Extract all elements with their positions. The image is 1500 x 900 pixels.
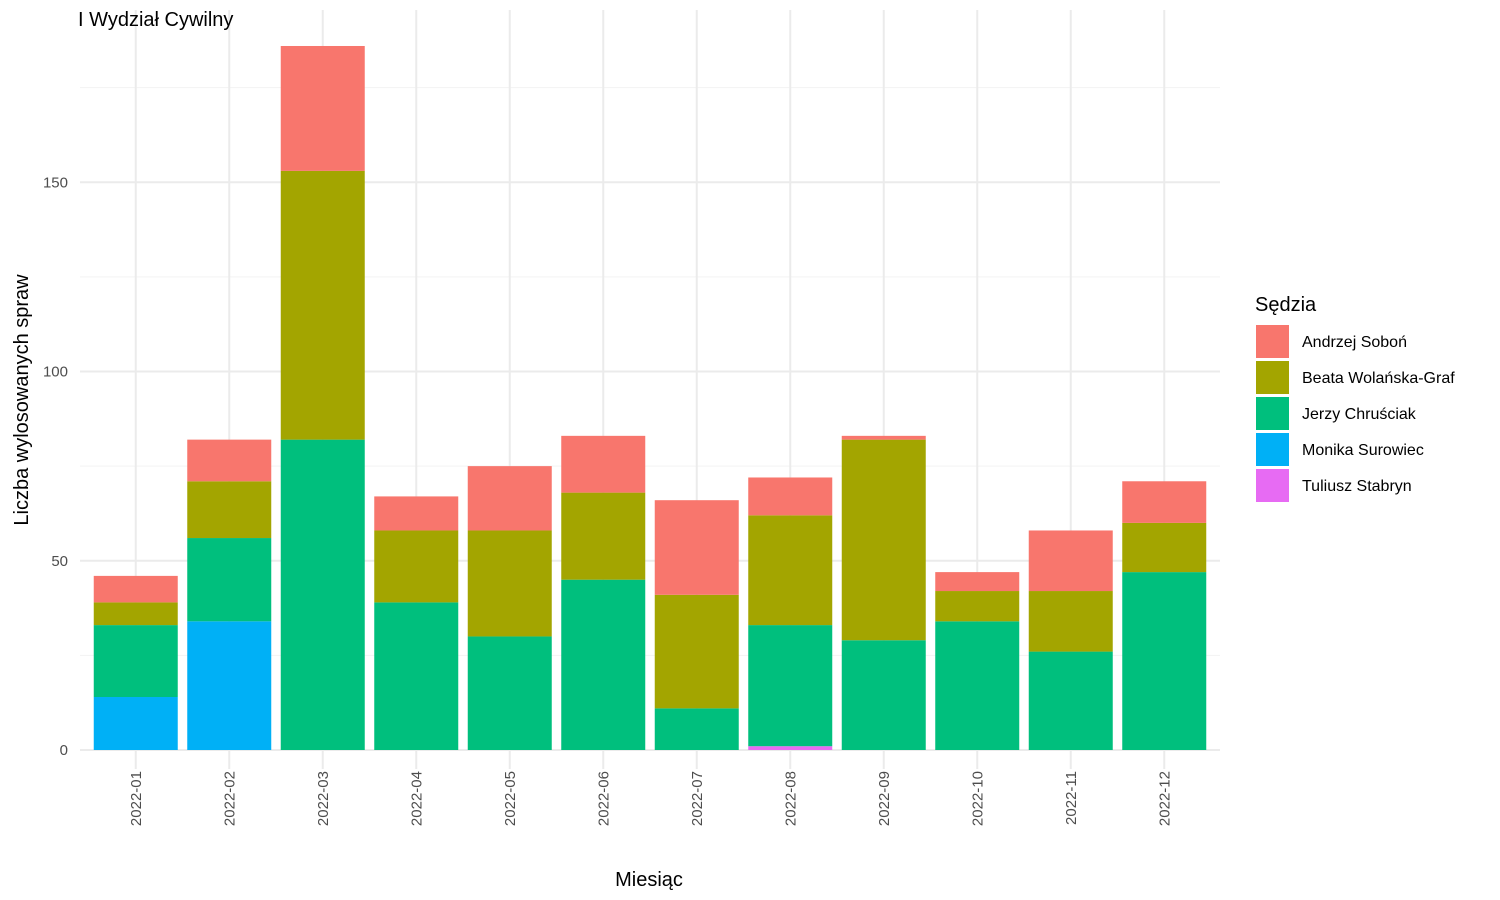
y-tick-label: 0 bbox=[60, 742, 68, 759]
bar-segment bbox=[187, 439, 272, 482]
bar-segment bbox=[561, 579, 646, 750]
bar-segment bbox=[280, 45, 365, 171]
legend-entry-label: Beata Wolańska-Graf bbox=[1302, 370, 1455, 387]
legend-swatch bbox=[1256, 433, 1289, 466]
bar-segment bbox=[654, 708, 739, 750]
x-tick-label: 2022-05 bbox=[502, 771, 519, 826]
bar-segment bbox=[935, 591, 1020, 622]
legend-entry-label: Andrzej Soboń bbox=[1302, 334, 1407, 351]
legend-swatch bbox=[1256, 325, 1289, 358]
bar-segment bbox=[374, 530, 459, 603]
x-axis-title: Miesiąc bbox=[615, 869, 683, 891]
bar-segment bbox=[93, 625, 178, 698]
bar-segment bbox=[654, 500, 739, 595]
bar-segment bbox=[748, 746, 833, 750]
bar-segment bbox=[93, 575, 178, 603]
bar-segment bbox=[93, 602, 178, 626]
x-axis-ticks: 2022-01 2022-02 2022-03 2022-04 2022-05 2022-… bbox=[128, 771, 1174, 826]
x-tick-label: 2022-08 bbox=[782, 771, 799, 826]
bar-segment bbox=[187, 621, 272, 750]
x-tick-label: 2022-01 bbox=[128, 771, 145, 826]
bar-segment bbox=[561, 492, 646, 580]
legend-entry-label: Monika Surowiec bbox=[1302, 442, 1424, 459]
bar-segment bbox=[841, 435, 926, 440]
legend-swatch bbox=[1256, 361, 1289, 394]
bar-segment bbox=[374, 602, 459, 750]
bar-segment bbox=[748, 515, 833, 626]
x-tick-label: 2022-06 bbox=[595, 771, 612, 826]
bar-segment bbox=[467, 636, 552, 750]
bar-segment bbox=[280, 439, 365, 750]
bar-segment bbox=[935, 621, 1020, 750]
bar-segment bbox=[280, 170, 365, 440]
chart-title: I Wydział Cywilny bbox=[78, 9, 233, 31]
bar-segment bbox=[1028, 651, 1113, 750]
y-tick-label: 50 bbox=[51, 553, 68, 570]
bar-segment bbox=[654, 594, 739, 709]
x-tick-label: 2022-03 bbox=[315, 771, 332, 826]
bar-segment bbox=[93, 697, 178, 750]
bar-segment bbox=[748, 477, 833, 516]
legend-title: Sędzia bbox=[1255, 294, 1317, 316]
bars bbox=[93, 45, 1207, 750]
y-axis-ticks: 0 50 100 150 bbox=[43, 174, 68, 759]
legend-swatch bbox=[1256, 469, 1289, 502]
x-tick-label: 2022-02 bbox=[221, 771, 238, 826]
bar-segment bbox=[841, 439, 926, 641]
x-tick-label: 2022-10 bbox=[969, 771, 986, 826]
bar-segment bbox=[748, 625, 833, 747]
bar-segment bbox=[1028, 530, 1113, 592]
legend-entry-label: Jerzy Chruściak bbox=[1302, 406, 1417, 423]
x-tick-label: 2022-11 bbox=[1063, 771, 1080, 825]
bar-segment bbox=[1122, 572, 1207, 750]
bar-segment bbox=[1028, 591, 1113, 652]
bar-segment bbox=[467, 530, 552, 637]
bar-segment bbox=[467, 466, 552, 531]
y-axis-title: Liczba wylosowanych spraw bbox=[11, 274, 33, 526]
legend-swatch bbox=[1256, 397, 1289, 430]
bar-segment bbox=[1122, 481, 1207, 523]
bar-segment bbox=[374, 496, 459, 531]
bar-segment bbox=[1122, 522, 1207, 573]
y-tick-label: 100 bbox=[43, 364, 68, 381]
y-tick-label: 150 bbox=[43, 174, 68, 191]
bar-segment bbox=[187, 481, 272, 539]
x-tick-label: 2022-09 bbox=[876, 771, 893, 826]
bar-segment bbox=[935, 572, 1020, 592]
x-tick-label: 2022-12 bbox=[1156, 771, 1173, 826]
bar-segment bbox=[561, 435, 646, 493]
bar-segment bbox=[841, 640, 926, 750]
legend: Sędzia Andrzej Soboń Beata Wolańska-Graf J… bbox=[1255, 294, 1455, 502]
x-tick-label: 2022-07 bbox=[689, 771, 706, 826]
x-tick-label: 2022-04 bbox=[408, 771, 425, 826]
bar-segment bbox=[187, 538, 272, 622]
legend-entry-label: Tuliusz Stabryn bbox=[1302, 478, 1412, 495]
